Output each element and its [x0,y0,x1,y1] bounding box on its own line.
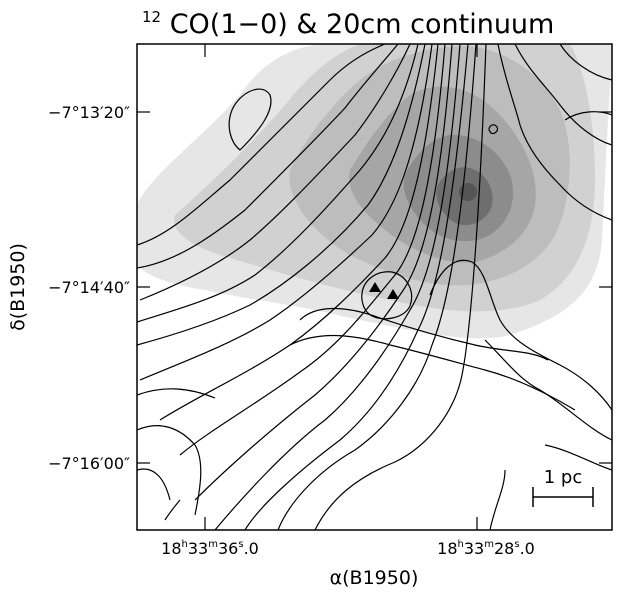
co-contour [137,44,399,269]
co-contour [497,44,612,221]
x-tick-seconds-unit: s [238,539,243,550]
axis-ticks [137,44,612,530]
co-contour [289,334,576,411]
co-contour [139,44,411,301]
x-tick-minutes: 33 [464,539,484,558]
co-contour [489,469,506,530]
chart-title: 12 CO(1−0) & 20cm continuum [142,0,554,40]
scale-bar [532,487,594,507]
co-contour [484,339,612,441]
x-tick-hours-unit: h [182,539,188,550]
co-contour [564,111,612,121]
co-contour [214,44,461,530]
co-contour [137,388,216,399]
x-tick-hours: 18 [161,539,181,558]
x-tick-minutes-unit: m [208,539,218,550]
source-markers [369,282,399,299]
co-contour [137,468,171,501]
x-tick-seconds: 28 [494,539,514,558]
y-axis-title: δ(B1950) [7,243,29,331]
co-contour [544,444,612,471]
title-superscript: 12 [142,8,161,26]
co-contour [159,44,439,421]
scale-bar-label: 1 pc [544,467,583,488]
title-main: CO(1−0) & 20cm continuum [170,9,555,40]
y-tick-label: −7°13′20″ [48,103,130,122]
x-tick-label: 18h33m28s.0 [437,539,535,558]
x-tick-fraction: .0 [244,539,259,558]
source-triangle [387,289,399,299]
x-tick-seconds-unit: s [514,539,519,550]
x-tick-seconds: 36 [218,539,238,558]
co-contour [277,44,477,530]
x-axis-title: α(B1950) [330,567,419,589]
y-tick-label: −7°16′00″ [48,454,130,473]
co-contour [139,44,433,381]
x-tick-minutes: 33 [188,539,208,558]
y-tick-label: −7°14′40″ [48,278,130,297]
co-contour [137,425,202,516]
co-contour [429,259,612,411]
source-triangle [369,282,381,292]
co-contours [137,44,612,530]
co-contour [137,44,426,346]
x-tick-label: 18h33m36s.0 [161,539,259,558]
co-contour [244,44,469,530]
co-contour [488,124,499,135]
co-contour [559,44,612,81]
co-contour [314,44,487,530]
continuum-shading [137,44,612,339]
x-tick-hours-unit: h [458,539,464,550]
co-contour [137,44,386,246]
co-contour [164,499,181,521]
co-contour [514,44,612,146]
co-contour [137,44,419,323]
co-contour [179,44,446,456]
x-tick-hours: 18 [437,539,457,558]
co-contour [299,307,549,361]
co-contour [228,88,272,151]
co-contour [194,44,453,501]
x-tick-fraction: .0 [520,539,535,558]
x-tick-minutes-unit: m [484,539,494,550]
co-contour [361,271,413,320]
